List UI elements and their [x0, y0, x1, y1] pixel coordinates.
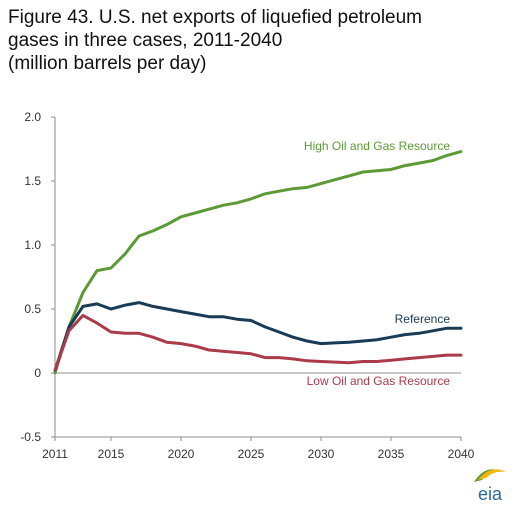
series-line-low-oil-and-gas-resource: [53, 313, 463, 372]
series-labels: High Oil and Gas Resource Reference Low Oi…: [304, 139, 450, 388]
title-line-1: Figure 43. U.S. net exports of liquefied…: [8, 7, 423, 28]
series-lines: [53, 150, 463, 375]
x-tick-label: 2025: [238, 447, 265, 461]
x-tick-label: 2020: [168, 447, 195, 461]
series-label-high-oil-and-gas-resource: High Oil and Gas Resource: [304, 139, 450, 153]
y-tick-label: 1.0: [24, 238, 41, 252]
chart-title: Figure 43. U.S. net exports of liquefied…: [8, 6, 508, 75]
title-line-2: gases in three cases, 2011-2040: [8, 30, 283, 51]
logo-text: eia: [478, 484, 503, 504]
axes-group: -0.5 0 0.5 1.0 1.5 2.0 2011 2015 2020 2025 2030 203…: [20, 110, 474, 461]
series-line-reference: [53, 301, 463, 372]
series-line-high-oil-and-gas-resource: [53, 150, 463, 375]
x-tick-label: 2040: [448, 447, 475, 461]
y-tick-label: -0.5: [20, 430, 41, 444]
y-tick-label: 0: [34, 366, 41, 380]
series-label-reference: Reference: [395, 312, 451, 326]
logo-swoosh-yellow: [478, 469, 506, 480]
x-tick-label: 2015: [98, 447, 125, 461]
y-tick-label: 1.5: [24, 174, 41, 188]
title-line-3: (million barrels per day): [8, 53, 207, 74]
y-tick-label: 0.5: [24, 302, 41, 316]
y-tick-label: 2.0: [24, 110, 41, 124]
eia-logo: eia: [474, 469, 506, 504]
x-tick-label: 2011: [42, 447, 68, 461]
x-tick-label: 2030: [308, 447, 335, 461]
x-tick-label: 2035: [378, 447, 405, 461]
series-label-low-oil-and-gas-resource: Low Oil and Gas Resource: [307, 374, 451, 388]
